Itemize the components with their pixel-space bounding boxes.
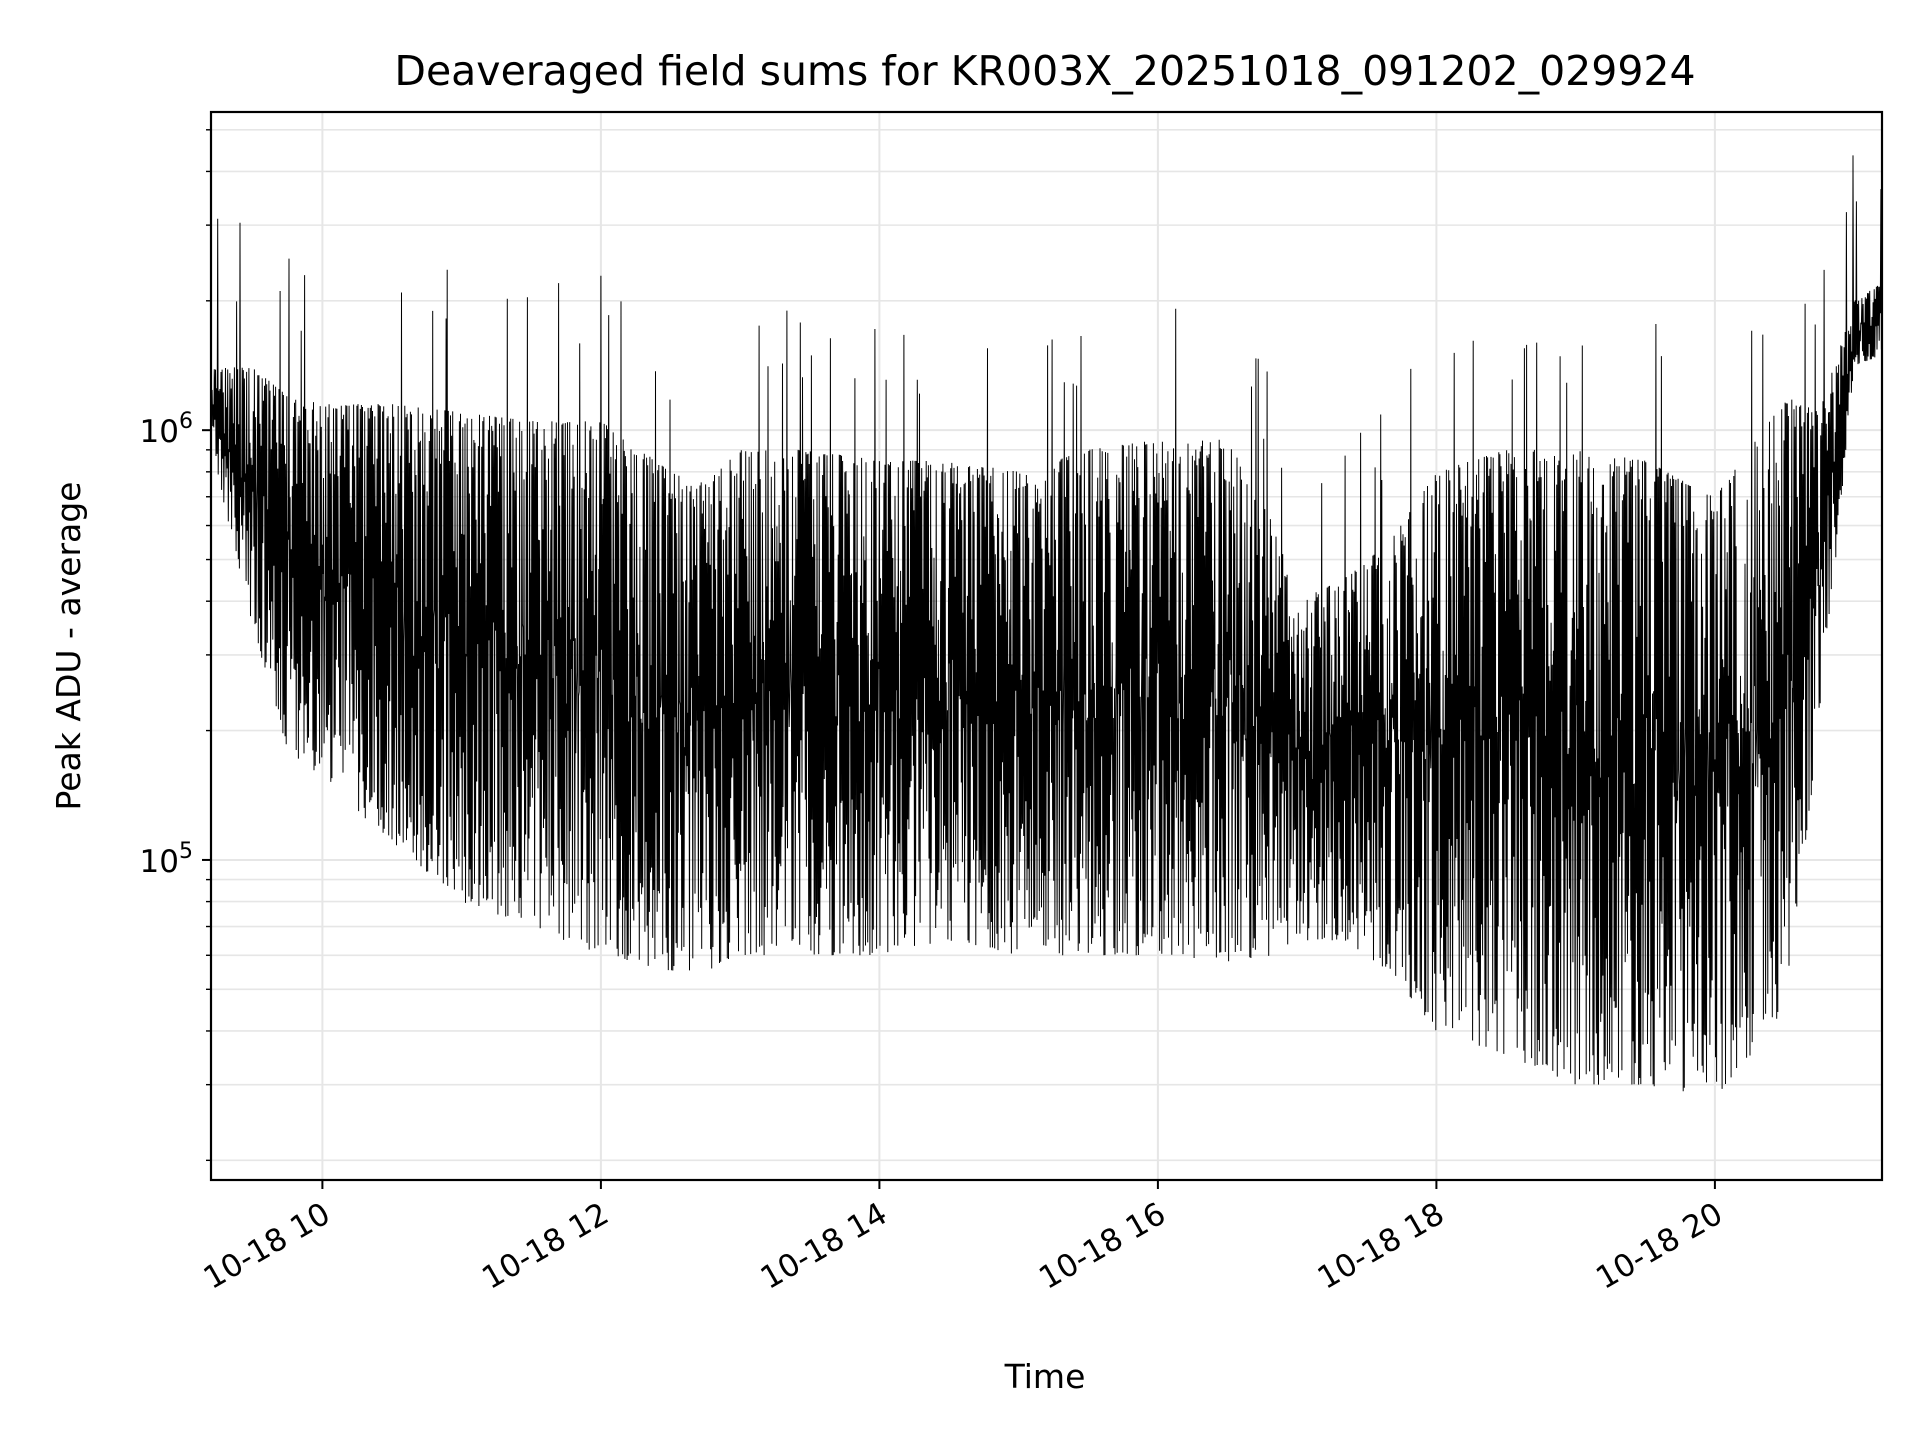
series-line — [210, 155, 1883, 1092]
y-tick-base: 10 — [140, 414, 179, 450]
y-axis-title: Peak ADU - average — [49, 482, 88, 811]
y-tick-exponent: 5 — [179, 839, 193, 864]
data-series — [210, 155, 1883, 1092]
chart-title: Deaveraged field sums for KR003X_2025101… — [394, 47, 1695, 95]
y-tick-label: 106 — [140, 409, 193, 450]
plot-area-frame — [209, 110, 1884, 1182]
y-tick-base: 10 — [140, 844, 179, 880]
x-axis-title: Time — [1004, 1357, 1086, 1396]
y-tick-exponent: 6 — [179, 409, 193, 434]
y-tick-label: 105 — [140, 839, 193, 880]
